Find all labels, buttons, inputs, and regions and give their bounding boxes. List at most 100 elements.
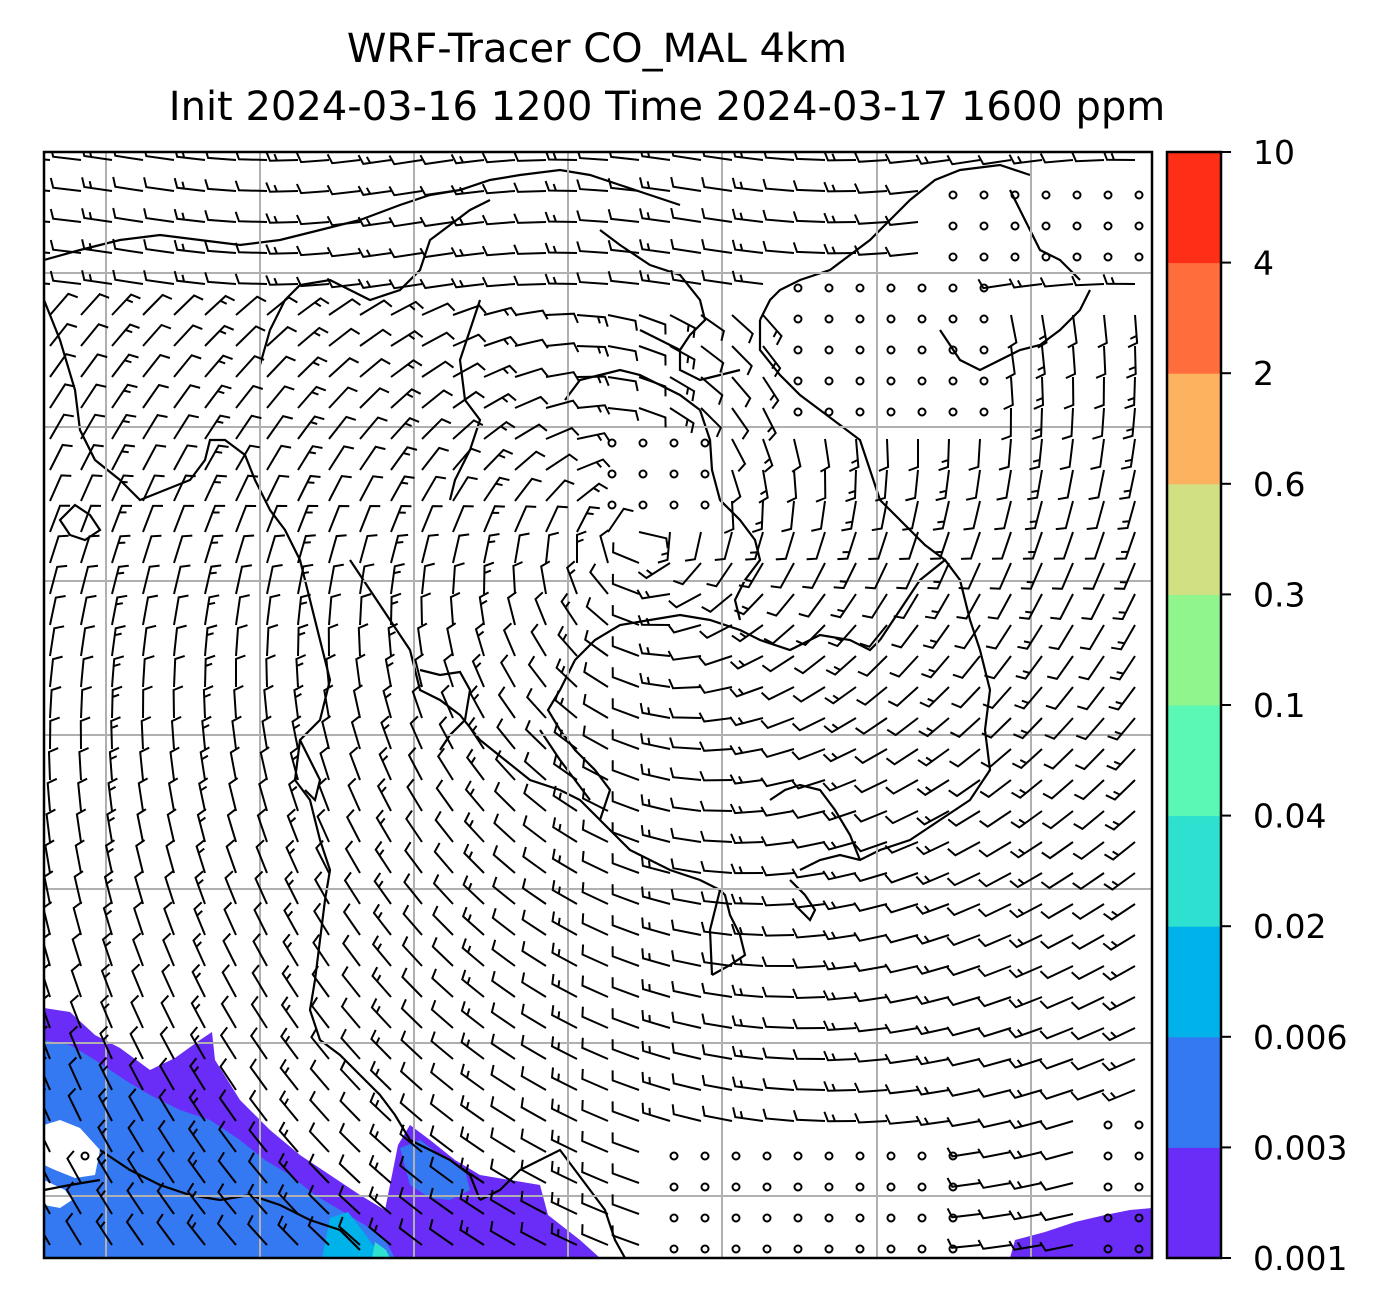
wind-barb: [884, 184, 919, 195]
wind-barb: [853, 1082, 888, 1094]
wind-barb: [421, 360, 455, 378]
wind-barb: [235, 564, 253, 595]
wind-barb: [946, 996, 981, 1007]
wind-barb: [341, 965, 361, 998]
wind-barb: [761, 655, 795, 673]
wind-barb: [80, 293, 110, 316]
wind-barb: [286, 808, 299, 843]
wind-barb: [45, 808, 56, 843]
chart-title-line-2: Init 2024-03-16 1200 Time 2024-03-17 160…: [168, 84, 1166, 130]
wind-barb: [398, 1218, 423, 1246]
wind-barb: [946, 1026, 981, 1037]
wind-barb: [359, 328, 392, 347]
wind-barb: [825, 655, 857, 676]
wind-barb: [915, 1055, 950, 1066]
wind-barb: [357, 185, 392, 196]
wind-barb: [599, 529, 610, 564]
wind-barb: [128, 1088, 144, 1122]
wind-barb: [822, 930, 857, 941]
wind-barb: [235, 474, 259, 502]
wind-barb: [189, 1057, 206, 1091]
wind-barb: [791, 868, 826, 879]
wind-barb: [157, 1151, 175, 1184]
wind-barb: [853, 1021, 888, 1033]
wind-barb: [823, 717, 857, 734]
wind-barb: [730, 893, 764, 905]
wind-barb: [280, 1027, 299, 1060]
wind-barb: [450, 246, 485, 258]
wind-barb: [465, 748, 485, 781]
calm-circle: [886, 1182, 896, 1192]
wind-barb: [111, 625, 126, 657]
wind-barb: [700, 345, 725, 373]
wind-barb: [82, 152, 113, 161]
wind-barb: [44, 901, 53, 936]
wind-barb: [462, 875, 485, 905]
wind-barb: [611, 1008, 640, 1029]
wind-barb: [142, 504, 163, 533]
wind-barb: [142, 353, 171, 378]
calm-circle: [917, 283, 927, 293]
colorbar-band-4: [1167, 705, 1221, 817]
wind-barb: [359, 357, 391, 378]
wind-barb: [1039, 153, 1074, 164]
wind-barb: [731, 1045, 764, 1060]
calm-circle: [1010, 252, 1020, 262]
wind-barb: [399, 1061, 423, 1091]
wind-barb: [670, 207, 702, 223]
wind-barb: [915, 841, 950, 856]
wind-barb: [173, 177, 206, 192]
wind-barb: [352, 684, 363, 719]
wind-barb: [607, 507, 634, 533]
calm-circle: [917, 1151, 927, 1161]
wind-barb: [69, 994, 82, 1029]
wind-barb: [1102, 996, 1136, 1012]
colorbar-band-6: [1167, 483, 1221, 595]
wind-barb: [731, 469, 742, 504]
wind-barb: [199, 746, 210, 781]
wind-barb: [1071, 934, 1105, 951]
wind-barb: [137, 777, 149, 812]
wind-barb: [977, 903, 1012, 918]
calm-circle: [762, 1151, 772, 1161]
wind-barb: [373, 872, 392, 905]
wind-barb: [639, 208, 671, 223]
wind-barb: [550, 1191, 578, 1215]
wind-barb: [219, 1026, 237, 1060]
wind-barb: [297, 385, 327, 409]
wind-barb: [1027, 469, 1043, 501]
wind-barb: [544, 211, 578, 223]
wind-barb: [611, 729, 640, 750]
wind-barb: [401, 967, 423, 998]
calm-circle: [607, 438, 617, 448]
calm-circle: [669, 500, 679, 510]
wind-barb: [490, 1064, 516, 1091]
wind-barb: [884, 903, 919, 914]
wind-barb: [431, 937, 454, 967]
wind-barb: [173, 534, 193, 564]
wind-barb: [419, 247, 454, 259]
wind-barb: [887, 686, 919, 708]
wind-barb: [551, 880, 578, 905]
calm-circle: [917, 1213, 927, 1223]
wind-barb: [1040, 934, 1074, 950]
wind-barb: [638, 314, 667, 335]
wind-barb: [1108, 686, 1136, 711]
wind-barb: [421, 505, 443, 533]
wind-barb: [514, 532, 530, 564]
wind-barb: [265, 275, 299, 286]
wind-barb: [218, 1089, 237, 1122]
wind-barb: [234, 273, 268, 285]
wind-barb: [545, 371, 580, 382]
wind-barb: [143, 270, 175, 285]
wind-barb: [258, 777, 268, 812]
wind-barb: [550, 1160, 578, 1184]
wind-barb: [419, 154, 454, 166]
wind-barb: [607, 271, 640, 285]
calm-circle: [638, 438, 648, 448]
wind-barb: [581, 1006, 609, 1029]
wind-barb: [576, 375, 610, 387]
border-northeast-1: [759, 163, 1031, 321]
wind-barb: [522, 846, 547, 874]
wind-barb: [781, 500, 795, 533]
